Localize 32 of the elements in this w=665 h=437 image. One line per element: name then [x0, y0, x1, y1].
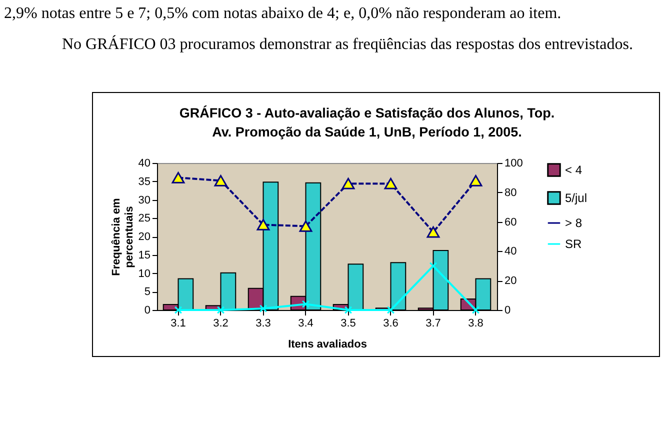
- x-axis-title: Itens avaliados: [288, 338, 367, 350]
- y2-tick-label: 60: [504, 216, 517, 228]
- y-tick-label: 5: [144, 286, 150, 298]
- y-tick-label: 20: [138, 231, 150, 243]
- x-tick-label: 3.5: [340, 318, 356, 330]
- legend-label: > 8: [565, 216, 582, 230]
- x-tick-label: 3.4: [298, 318, 314, 330]
- text: No GRÁFICO 03 procuramos demonstrar as freqüências das respostas dos entrevistados.: [61, 34, 634, 55]
- x-tick-label: 3.2: [213, 318, 228, 330]
- y2-tick-label: 80: [504, 186, 517, 199]
- y-tick-label: 35: [138, 176, 150, 188]
- y-tick-label: 30: [138, 194, 150, 206]
- y2-tick-label: 20: [504, 275, 517, 288]
- x-tick-label: 3.6: [383, 318, 398, 330]
- legend-label: 5/jul: [565, 191, 588, 205]
- y-tick-label: 10: [138, 268, 150, 280]
- y-axis-title: Frequência em percentuais: [110, 198, 136, 276]
- y-tick-label: 25: [138, 212, 150, 225]
- text: 2,9% notas entre 5 e 7; 0,5% com notas abaixo de 4; e, 0,0% não responderam ao item.: [4, 4, 562, 24]
- y-tick-label: 0: [144, 304, 150, 316]
- legend-label: SR: [565, 237, 582, 251]
- y2-tick-label: 100: [504, 158, 523, 170]
- x-tick-label: 3.7: [426, 318, 441, 330]
- chart-title: GRÁFICO 3 - Auto-avaliação e Satisfação dos Alunos, Top. Av. Promoção da Saúde 1, UnB, Período 1, 2005.: [179, 106, 555, 140]
- x-tick-label: 3.1: [170, 318, 186, 330]
- x-tick-label: 3.3: [256, 318, 271, 330]
- y2-tick-label: 0: [504, 304, 511, 316]
- legend-label: < 4: [565, 163, 582, 177]
- y-tick-label: 15: [138, 249, 150, 262]
- y2-tick-label: 40: [504, 246, 517, 258]
- y-tick-label: 40: [138, 158, 150, 170]
- x-tick-label: 3.8: [468, 318, 484, 330]
